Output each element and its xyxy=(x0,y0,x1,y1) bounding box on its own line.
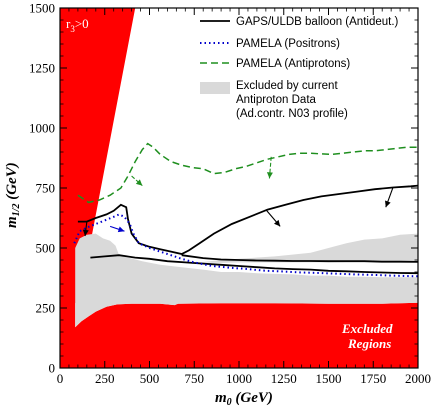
arrow-4 xyxy=(82,221,89,237)
excluded-label-2: Regions xyxy=(347,336,391,351)
legend-label-grey-3: (Ad.contr. N03 profile) xyxy=(236,108,348,120)
series-layer xyxy=(73,142,418,278)
x-tick-label: 2000 xyxy=(405,371,431,386)
tick-layer: 0 250 500 750 1000 1250 1500 1750 2000 0 250 500 750… xyxy=(29,1,431,387)
legend-label-pamela-pos: PAMELA (Positrons) xyxy=(236,38,340,50)
series-gaps-mid xyxy=(181,254,418,263)
arrow-0 xyxy=(131,175,143,187)
y-tick-label: 0 xyxy=(49,361,56,376)
excluded-label-1: Excluded xyxy=(341,321,393,336)
x-tick-label: 1250 xyxy=(271,371,297,386)
x-axis-title: m0 (GeV) xyxy=(215,390,273,408)
series-pamela-anti xyxy=(77,142,418,204)
legend-label-pamela-anti: PAMELA (Antiprotons) xyxy=(236,58,350,70)
y-tick-label: 1000 xyxy=(29,121,55,136)
x-tick-label: 1000 xyxy=(226,371,252,386)
legend: GAPS/ULDB balloon (Antideut.) PAMELA (Po… xyxy=(200,16,399,120)
x-tick-label: 1500 xyxy=(316,371,342,386)
y-tick-label: 1250 xyxy=(29,61,55,76)
antiproton-excluded-region-upper xyxy=(199,233,418,263)
series-gaps-upper xyxy=(77,184,418,255)
x-tick-label: 0 xyxy=(57,371,64,386)
r3-annotation: r3>0 xyxy=(66,16,89,34)
x-tick-label: 1750 xyxy=(360,371,386,386)
series-gaps-lower xyxy=(90,254,418,275)
y-tick-label: 1500 xyxy=(29,1,55,16)
arrow-2 xyxy=(265,209,281,227)
x-tick-label: 500 xyxy=(140,371,160,386)
legend-label-gaps: GAPS/ULDB balloon (Antideut.) xyxy=(236,16,399,28)
antiproton-excluded-region xyxy=(75,233,418,328)
excluded-red-region xyxy=(60,8,418,368)
x-tick-label: 750 xyxy=(185,371,205,386)
y-tick-label: 500 xyxy=(36,241,56,256)
arrow-3 xyxy=(385,187,394,208)
y-tick-label: 750 xyxy=(36,181,56,196)
legend-label-grey-1: Excluded by current xyxy=(236,80,338,92)
x-tick-label: 250 xyxy=(95,371,115,386)
legend-swatch-grey xyxy=(200,82,230,94)
y-tick-label: 250 xyxy=(36,301,56,316)
y-axis-title: m1/2 (GeV) xyxy=(4,162,22,228)
arrow-5 xyxy=(109,225,125,233)
legend-label-grey-2: Antiproton Data xyxy=(236,94,317,106)
arrow-layer xyxy=(82,156,394,237)
arrow-1 xyxy=(266,156,273,179)
